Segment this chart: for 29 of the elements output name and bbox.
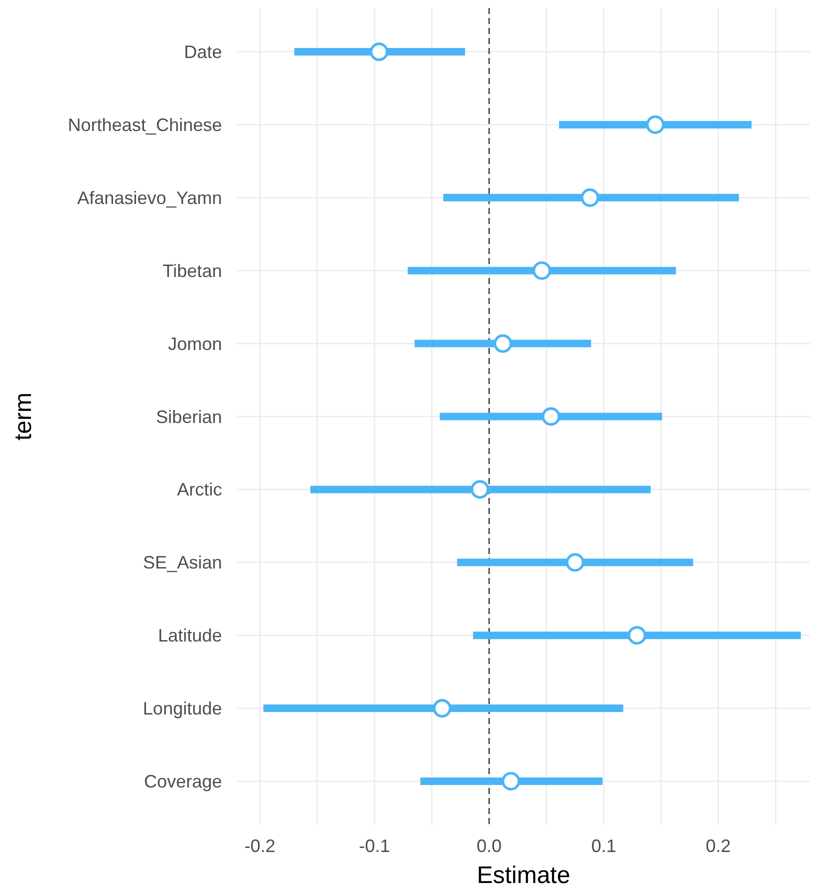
point [532, 261, 552, 280]
y-tick-label: Jomon [168, 334, 222, 354]
x-tick-label: -0.1 [359, 836, 390, 856]
x-axis-title: Estimate [476, 862, 570, 889]
y-tick-label: Afanasievo_Yamn [77, 188, 222, 208]
point [494, 334, 512, 353]
y-tick-label: Northeast_Chinese [68, 115, 222, 136]
x-tick-label: 0.1 [591, 836, 616, 856]
y-tick-label: Arctic [177, 480, 222, 500]
point [432, 699, 452, 718]
y-tick-label: Date [184, 42, 222, 62]
y-tick-label: Coverage [144, 772, 222, 792]
point [566, 553, 584, 572]
point [370, 42, 388, 62]
y-axis-title: term [10, 392, 37, 440]
x-tick-label: -0.2 [244, 836, 276, 856]
y-tick-label: Latitude [158, 626, 222, 646]
point [646, 115, 665, 134]
y-tick-label: Longitude [142, 698, 222, 719]
y-tick-label: SE_Asian [142, 552, 222, 573]
x-tick-label: 0.2 [706, 836, 731, 856]
point [580, 188, 600, 207]
y-tick-label: Siberian [156, 406, 222, 427]
x-tick-label: 0.0 [476, 836, 502, 856]
point [470, 480, 490, 499]
y-tick-label: Tibetan [162, 260, 222, 281]
point [502, 772, 520, 790]
point [542, 407, 560, 426]
point [628, 626, 646, 645]
